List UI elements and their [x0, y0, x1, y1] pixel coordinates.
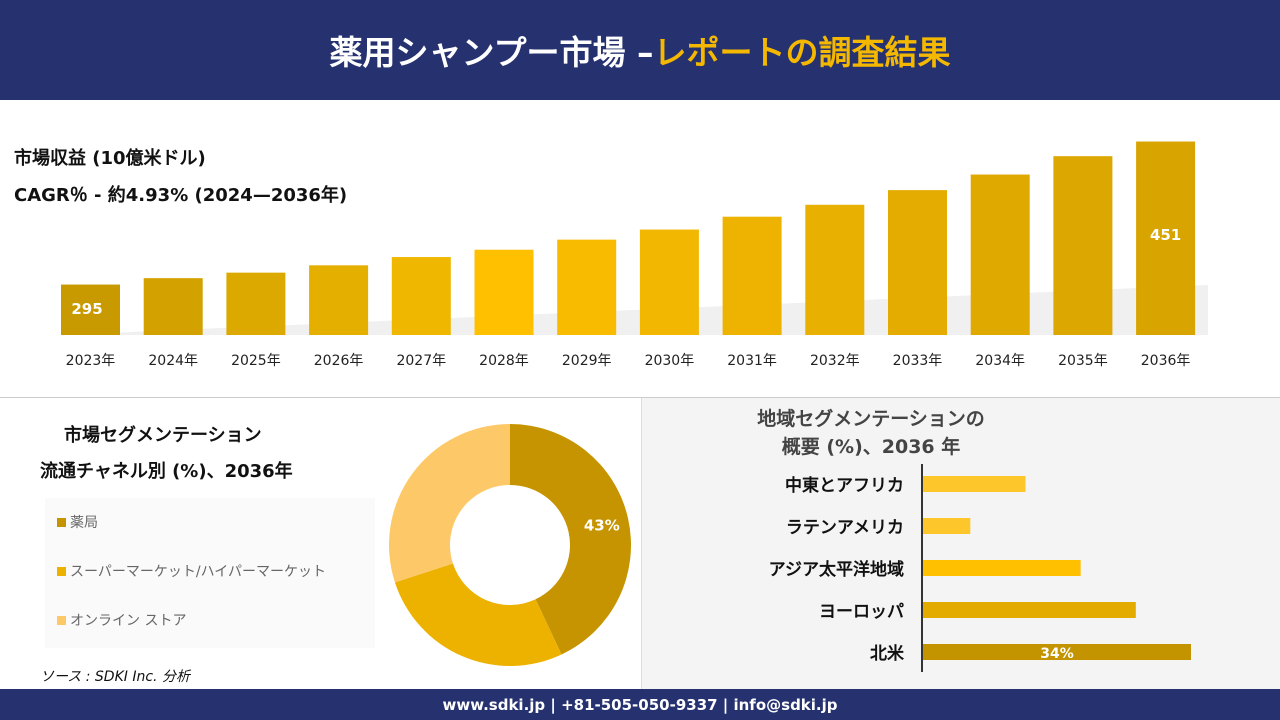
region-bar — [923, 602, 1136, 618]
bar-2029年 — [557, 239, 617, 335]
x-tick-label: 2027年 — [396, 353, 446, 369]
legend-item: オンライン ストア — [57, 610, 186, 630]
revenue-chart-title: 市場収益 (10億米ドル) — [14, 148, 206, 169]
bar-2024年 — [143, 278, 203, 335]
x-tick-label: 2032年 — [810, 353, 860, 369]
title-highlight: レポートの調査結果 — [653, 33, 951, 72]
x-tick-label: 2030年 — [645, 353, 695, 369]
regional-chart-heading: 地域セグメンテーションの 概要 (%)、2036 年 — [641, 405, 1101, 461]
bar-2031年 — [722, 216, 782, 335]
region-label: ヨーロッパ — [819, 602, 904, 622]
region-bar — [923, 518, 971, 534]
divider — [0, 397, 1280, 398]
x-tick-label: 2024年 — [148, 353, 198, 369]
bar-2025年 — [226, 272, 286, 335]
regional-panel — [641, 398, 1280, 689]
x-tick-label: 2025年 — [231, 353, 281, 369]
regional-title-line1: 地域セグメンテーションの — [757, 408, 985, 430]
legend-swatch — [57, 517, 66, 527]
legend-item: スーパーマーケット/ハイパーマーケット — [57, 561, 326, 581]
bar-2036年 — [1136, 141, 1196, 335]
bar-data-label: 295 — [71, 300, 102, 318]
cagr-subtitle: CAGR％ - 約4.93% (2024—2036年) — [14, 185, 348, 206]
bar-2028年 — [474, 249, 534, 335]
region-label: 北米 — [870, 643, 905, 664]
x-tick-label: 2033年 — [893, 353, 943, 369]
legend-label: 薬局 — [70, 515, 98, 531]
donut-slice-1 — [394, 563, 562, 666]
donut-legend: 薬局 スーパーマーケット/ハイパーマーケット オンライン ストア — [45, 498, 375, 648]
x-tick-label: 2035年 — [1058, 353, 1108, 369]
regional-title-line2: 概要 (%)、2036 年 — [781, 436, 961, 458]
legend-label: オンライン ストア — [70, 613, 187, 629]
segment-subtitle: 流通チャネル別 (%)、2036年 — [40, 461, 293, 482]
bar-data-label: 451 — [1150, 226, 1181, 244]
segment-chart-heading: 市場セグメンテーション 流通チャネル別 (%)、2036年 — [40, 418, 293, 490]
bar-2030年 — [639, 229, 699, 335]
region-label: ラテンアメリカ — [786, 518, 904, 538]
legend-swatch — [57, 566, 66, 576]
bar-2035年 — [1053, 156, 1113, 335]
region-label: アジア太平洋地域 — [769, 559, 904, 580]
source-note: ソース : SDKI Inc. 分析 — [40, 669, 190, 685]
revenue-chart-heading: 市場収益 (10億米ドル) CAGR％ - 約4.93% (2024—2036年… — [14, 140, 347, 214]
x-tick-label: 2031年 — [727, 353, 777, 369]
x-tick-label: 2028年 — [479, 353, 529, 369]
legend-item: 薬局 — [57, 512, 98, 532]
bar-2026年 — [309, 265, 369, 335]
legend-label: スーパーマーケット/ハイパーマーケット — [70, 564, 327, 580]
region-data-label: 34% — [1040, 646, 1074, 662]
bar-2027年 — [391, 257, 451, 335]
legend-swatch — [57, 615, 66, 625]
region-bar — [923, 560, 1081, 576]
segment-title: 市場セグメンテーション — [64, 425, 262, 446]
region-bar — [923, 644, 1191, 660]
x-tick-label: 2026年 — [314, 353, 364, 369]
x-tick-label: 2023年 — [66, 353, 116, 369]
bar-2034年 — [970, 174, 1030, 335]
x-tick-label: 2029年 — [562, 353, 612, 369]
region-label: 中東とアフリカ — [785, 475, 904, 496]
revenue-bar-chart: 2023年 295 2024年 2025年 2026年 2027年 2028年 2029年 20… — [61, 141, 1208, 369]
distribution-donut-chart: 43% — [389, 424, 631, 666]
donut-slice-2 — [389, 424, 510, 583]
bar-2033年 — [888, 190, 947, 335]
x-tick-label: 2034年 — [975, 353, 1025, 369]
x-tick-label: 2036年 — [1141, 353, 1191, 369]
donut-slice-0 — [510, 424, 631, 655]
header-banner: 薬用シャンプー市場 – レポートの調査結果 — [0, 0, 1280, 100]
bar-2023年 — [61, 284, 120, 335]
bar-2032年 — [805, 204, 865, 335]
footer-contact: www.sdki.jp | +81-505-050-9337 | info@sd… — [0, 689, 1280, 720]
title-main: 薬用シャンプー市場 – — [329, 33, 654, 72]
donut-data-label: 43% — [584, 516, 620, 534]
region-bar — [923, 476, 1026, 492]
